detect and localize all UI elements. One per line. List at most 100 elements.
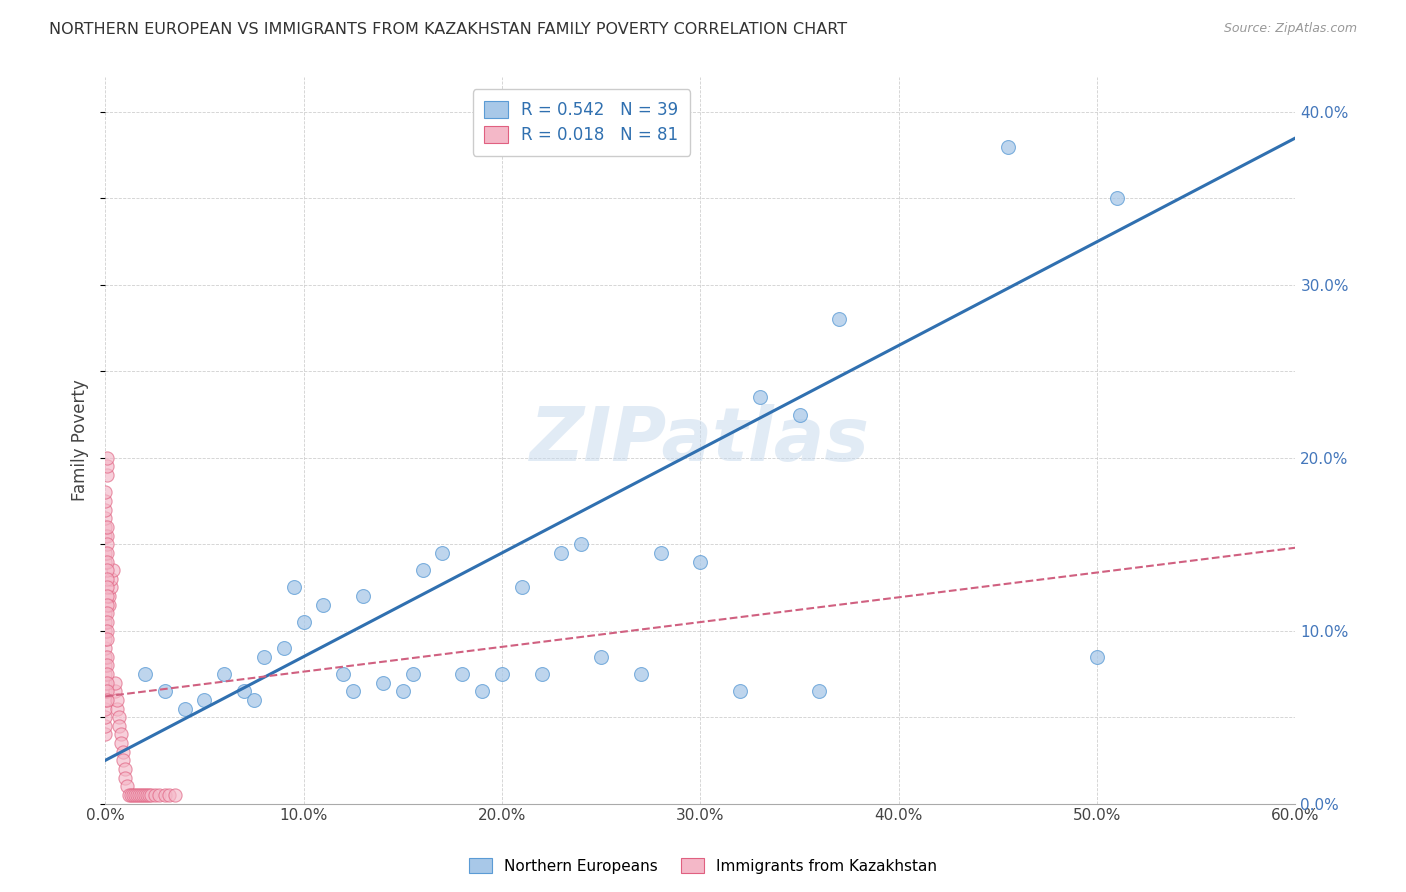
Point [569, 537, 592, 551]
Point [630, 667, 652, 681]
Point [96, 520, 118, 534]
Point [94, 632, 117, 647]
Point [530, 667, 553, 681]
Point [789, 408, 811, 422]
Text: ZIPatlas: ZIPatlas [530, 404, 870, 477]
Point [96, 555, 118, 569]
Point [157, 788, 180, 802]
Point [100, 581, 122, 595]
Point [135, 788, 157, 802]
Point [96, 537, 118, 551]
Point [122, 788, 145, 802]
Point [96, 468, 118, 483]
Point [432, 546, 454, 560]
Point [173, 701, 195, 715]
Point [114, 771, 136, 785]
Point [471, 684, 494, 698]
Point [94, 693, 117, 707]
Point [808, 684, 831, 698]
Point [110, 727, 132, 741]
Point [96, 528, 118, 542]
Point [94, 658, 117, 673]
Point [94, 615, 117, 629]
Point [94, 520, 117, 534]
Point [153, 788, 176, 802]
Point [292, 615, 315, 629]
Point [148, 788, 170, 802]
Point [94, 640, 117, 655]
Point [94, 555, 117, 569]
Point [101, 563, 124, 577]
Point [110, 736, 132, 750]
Point [1085, 649, 1108, 664]
Point [96, 615, 118, 629]
Point [312, 598, 335, 612]
Point [748, 390, 770, 404]
Point [96, 658, 118, 673]
Point [94, 502, 117, 516]
Text: Source: ZipAtlas.com: Source: ZipAtlas.com [1223, 22, 1357, 36]
Point [96, 563, 118, 577]
Point [96, 450, 118, 465]
Point [233, 684, 256, 698]
Point [105, 701, 128, 715]
Point [828, 312, 851, 326]
Point [96, 607, 118, 621]
Point [115, 780, 138, 794]
Point [193, 693, 215, 707]
Point [94, 624, 117, 638]
Point [94, 649, 117, 664]
Point [125, 788, 148, 802]
Point [118, 788, 141, 802]
Point [591, 649, 613, 664]
Point [96, 598, 118, 612]
Point [114, 762, 136, 776]
Point [997, 139, 1019, 153]
Point [253, 649, 276, 664]
Point [491, 667, 513, 681]
Point [134, 788, 156, 802]
Point [94, 511, 117, 525]
Y-axis label: Family Poverty: Family Poverty [72, 380, 89, 501]
Point [153, 684, 176, 698]
Text: NORTHERN EUROPEAN VS IMMIGRANTS FROM KAZAKHSTAN FAMILY POVERTY CORRELATION CHART: NORTHERN EUROPEAN VS IMMIGRANTS FROM KAZ… [49, 22, 848, 37]
Point [96, 589, 118, 603]
Legend: R = 0.542   N = 39, R = 0.018   N = 81: R = 0.542 N = 39, R = 0.018 N = 81 [472, 89, 690, 156]
Point [371, 675, 394, 690]
Point [212, 667, 235, 681]
Point [104, 684, 127, 698]
Point [96, 693, 118, 707]
Point [550, 546, 572, 560]
Point [94, 684, 117, 698]
Point [96, 649, 118, 664]
Point [510, 581, 533, 595]
Point [96, 667, 118, 681]
Point [96, 572, 118, 586]
Point [96, 684, 118, 698]
Point [112, 745, 135, 759]
Point [98, 598, 121, 612]
Point [283, 581, 305, 595]
Point [412, 563, 434, 577]
Point [96, 581, 118, 595]
Point [128, 788, 150, 802]
Point [98, 589, 121, 603]
Point [1105, 191, 1128, 205]
Point [96, 459, 118, 474]
Point [342, 684, 364, 698]
Point [112, 753, 135, 767]
Legend: Northern Europeans, Immigrants from Kazakhstan: Northern Europeans, Immigrants from Kaza… [463, 852, 943, 880]
Point [139, 788, 162, 802]
Point [94, 710, 117, 724]
Point [94, 528, 117, 542]
Point [132, 788, 155, 802]
Point [94, 494, 117, 508]
Point [391, 684, 413, 698]
Point [94, 675, 117, 690]
Point [120, 788, 142, 802]
Point [94, 701, 117, 715]
Point [163, 788, 186, 802]
Point [96, 632, 118, 647]
Point [138, 788, 160, 802]
Point [100, 572, 122, 586]
